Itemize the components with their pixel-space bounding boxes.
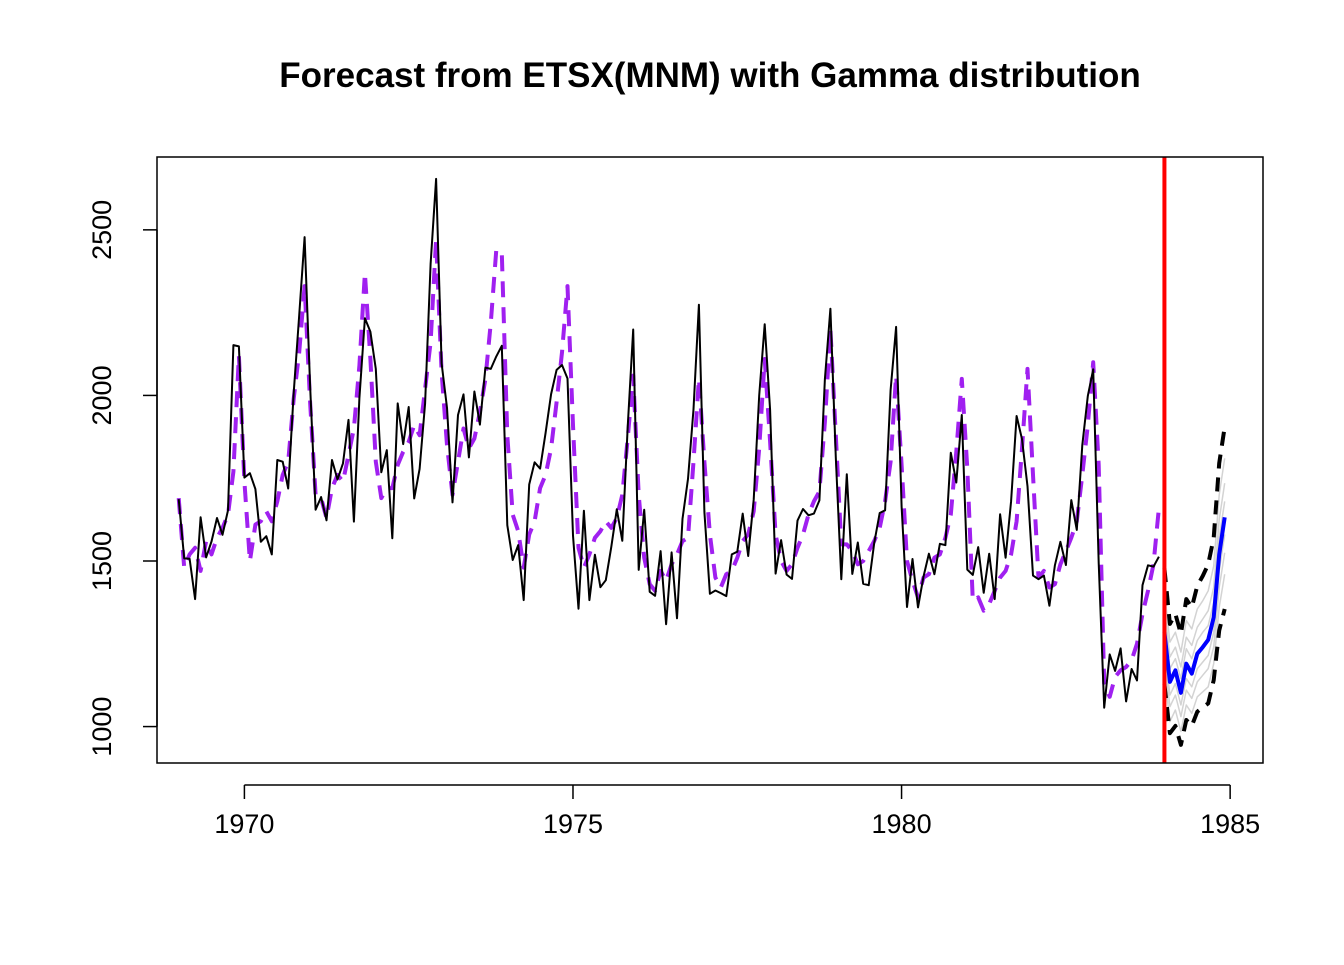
lower-interval-line: [1162, 608, 1227, 747]
y-tick-label: 2500: [87, 200, 117, 260]
chart-title: Forecast from ETSX(MNM) with Gamma distr…: [279, 56, 1141, 95]
quantile-band-1: [1163, 458, 1226, 653]
forecast-series: [1162, 517, 1227, 695]
x-axis: 1970 1975 1980 1985: [214, 784, 1260, 839]
plot-frame: [156, 156, 1264, 764]
quantile-band-2: [1163, 483, 1226, 668]
y-tick-label: 2000: [87, 365, 117, 425]
prediction-interval: [1162, 426, 1227, 747]
x-tick-label: 1975: [543, 809, 603, 839]
x-tick-label: 1970: [214, 809, 274, 839]
x-tick-label: 1980: [872, 809, 932, 839]
fitted-line: [176, 237, 1161, 699]
forecast-line: [1162, 517, 1227, 695]
y-axis: 1000 1500 2000 2500: [87, 200, 158, 757]
fitted-series: [176, 237, 1161, 699]
actuals-line: [177, 177, 1160, 709]
quantile-bands: [1163, 458, 1226, 733]
upper-interval-line: [1162, 426, 1227, 636]
quantile-band-4: [1163, 534, 1226, 706]
quantile-band-5: [1163, 552, 1226, 718]
actuals-series: [177, 177, 1160, 709]
y-tick-label: 1000: [87, 697, 117, 757]
y-tick-label: 1500: [87, 531, 117, 591]
x-tick-label: 1985: [1200, 809, 1260, 839]
